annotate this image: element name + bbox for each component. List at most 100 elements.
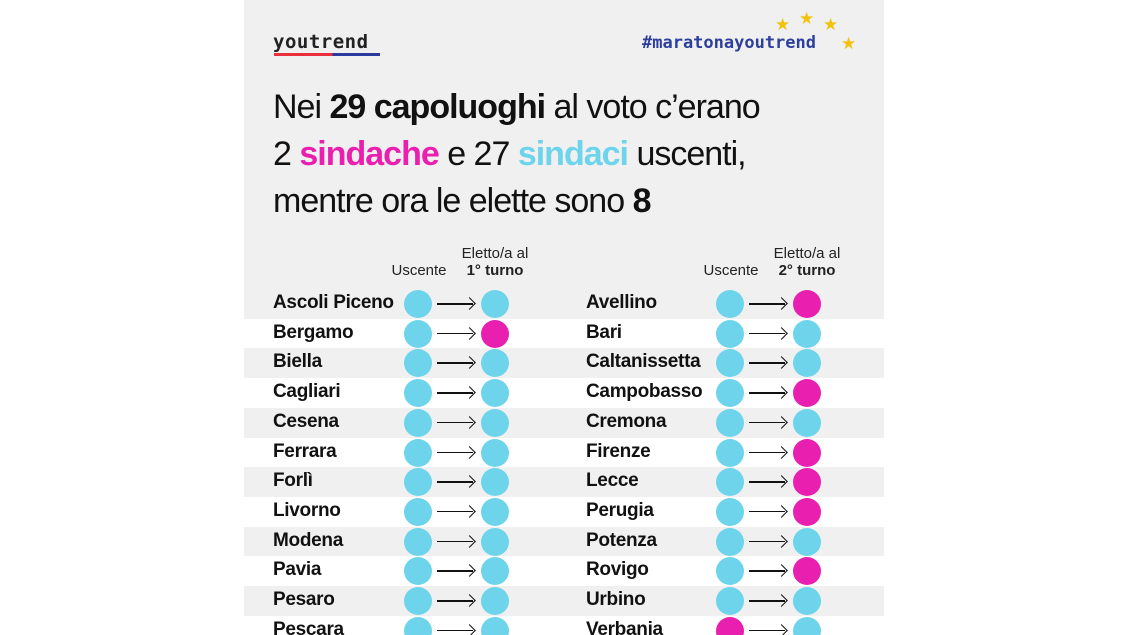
city-name: Urbino	[586, 589, 646, 610]
outgoing-male-dot	[716, 497, 744, 526]
arrow-right-icon	[437, 392, 473, 394]
left-elected-header: Eletto/a al 1° turno	[461, 245, 529, 279]
elected-male-dot	[481, 379, 509, 408]
outgoing-male-dot	[716, 379, 744, 408]
elected-male-dot	[481, 557, 509, 586]
city-name: Livorno	[273, 499, 341, 521]
elected-female-dot	[793, 468, 821, 497]
table-row: Pavia Rovigo	[244, 556, 884, 586]
city-name: Cagliari	[273, 381, 341, 403]
arrow-right-icon	[437, 421, 473, 424]
outgoing-male-dot	[404, 587, 432, 615]
elected-male-dot	[481, 527, 509, 556]
outgoing-male-dot	[716, 319, 744, 348]
outgoing-male-dot	[716, 557, 744, 586]
outgoing-male-dot	[404, 319, 432, 348]
arrow-right-icon	[749, 451, 785, 454]
elected-male-dot	[481, 616, 509, 635]
headline-line-2: 2 sindache e 27 sindaci uscenti,	[273, 135, 747, 173]
arrow-right-icon	[749, 600, 785, 602]
arrow-right-icon	[749, 421, 785, 424]
city-name: Forlì	[273, 470, 313, 492]
right-elected-header: Eletto/a al 2° turno	[773, 245, 841, 279]
table-row: Ascoli Piceno Avellino	[244, 289, 884, 319]
arrow-right-icon	[437, 570, 473, 572]
city-name: Firenze	[586, 440, 651, 462]
arrow-right-icon	[437, 362, 473, 364]
elected-male-dot	[481, 408, 509, 437]
elected-female-dot	[793, 379, 821, 408]
arrow-right-icon	[749, 570, 785, 572]
outgoing-male-dot	[404, 379, 432, 408]
arrow-right-icon	[437, 332, 473, 335]
outgoing-male-dot	[404, 557, 432, 586]
table-row: Cagliari Campobasso	[244, 378, 884, 408]
arrow-right-icon	[749, 540, 785, 543]
city-name: Bergamo	[273, 321, 354, 343]
elected-male-dot	[793, 616, 821, 635]
table-row: Forlì Lecce	[244, 467, 884, 497]
outgoing-male-dot	[716, 587, 744, 615]
city-name: Pavia	[273, 559, 322, 581]
city-name: Avellino	[586, 292, 657, 313]
city-name: Biella	[273, 351, 322, 373]
city-name: Pescara	[273, 618, 344, 635]
right-outgoing-header: Uscente	[703, 262, 759, 279]
outgoing-male-dot	[404, 468, 432, 497]
headline: Nei 29 capoluoghi al voto c’erano 2 sind…	[273, 84, 873, 225]
table-row: Ferrara Firenze	[244, 437, 884, 468]
city-name: Bari	[586, 321, 622, 343]
elected-female-dot	[793, 497, 821, 526]
table-row: Livorno Perugia	[244, 496, 884, 527]
elected-male-dot	[481, 290, 509, 318]
city-name: Caltanissetta	[586, 351, 701, 373]
elected-male-dot	[481, 587, 509, 615]
arrow-right-icon	[749, 303, 785, 305]
outgoing-male-dot	[716, 349, 744, 378]
elected-male-dot	[481, 468, 509, 497]
arrow-right-icon	[749, 392, 785, 394]
star-icon: ★	[775, 15, 791, 34]
arrow-right-icon	[749, 362, 785, 364]
hashtag: #maratonayoutrend	[642, 33, 816, 53]
outgoing-male-dot	[716, 527, 744, 556]
city-name: Potenza	[586, 529, 657, 551]
arrow-right-icon	[437, 451, 473, 454]
outgoing-male-dot	[716, 290, 744, 318]
table-row: Pescara Verbania	[244, 615, 884, 635]
outgoing-male-dot	[404, 408, 432, 437]
arrow-right-icon	[437, 510, 473, 513]
table-row: Cesena Cremona	[244, 408, 884, 438]
elected-male-dot	[793, 587, 821, 615]
outgoing-male-dot	[404, 349, 432, 378]
outgoing-male-dot	[716, 408, 744, 437]
table-row: Modena Potenza	[244, 527, 884, 557]
city-name: Cesena	[273, 410, 339, 432]
city-name: Ascoli Piceno	[273, 292, 394, 313]
elected-female-dot	[793, 557, 821, 586]
outgoing-male-dot	[716, 468, 744, 497]
arrow-right-icon	[437, 629, 473, 632]
elected-male-dot	[793, 408, 821, 437]
arrow-right-icon	[437, 303, 473, 305]
left-outgoing-header: Uscente	[391, 262, 447, 279]
elected-male-dot	[793, 319, 821, 348]
city-name: Rovigo	[586, 559, 649, 581]
city-name: Verbania	[586, 618, 663, 635]
arrow-right-icon	[749, 481, 785, 483]
headline-line-3: mentre ora le elette sono 8	[273, 182, 651, 220]
city-name: Perugia	[586, 499, 654, 521]
elected-female-dot	[481, 319, 509, 348]
outgoing-male-dot	[404, 616, 432, 635]
logo-underline	[274, 53, 380, 56]
arrow-right-icon	[437, 540, 473, 543]
arrow-right-icon	[749, 629, 785, 632]
table-row: Bergamo Bari	[244, 318, 884, 349]
arrow-right-icon	[749, 332, 785, 335]
outgoing-male-dot	[716, 438, 744, 467]
city-name: Modena	[273, 529, 343, 551]
elected-male-dot	[481, 497, 509, 526]
arrow-right-icon	[437, 600, 473, 602]
arrow-right-icon	[749, 510, 785, 513]
star-icon: ★	[823, 15, 839, 34]
